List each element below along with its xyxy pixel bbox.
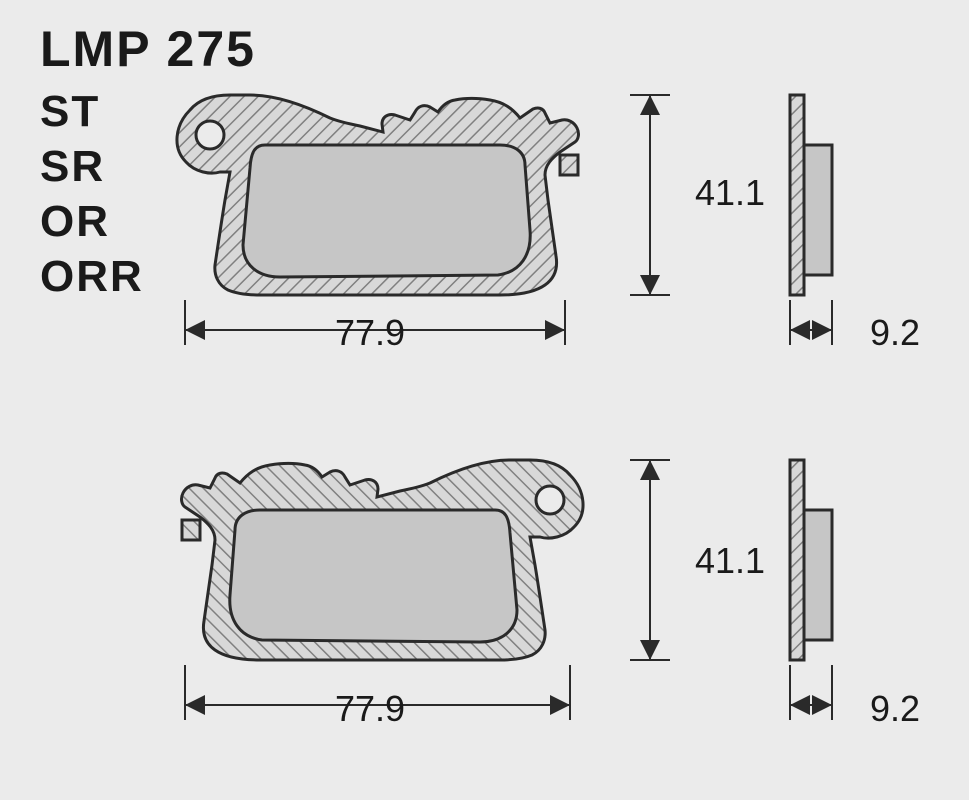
top-pad-front-view bbox=[177, 95, 579, 295]
top-height-label: 41.1 bbox=[695, 172, 765, 214]
bottom-thickness-label: 9.2 bbox=[870, 688, 920, 730]
top-pad-side-view bbox=[790, 95, 832, 295]
bottom-width-label: 77.9 bbox=[335, 688, 405, 730]
page-root: LMP 275 ST SR OR ORR bbox=[0, 0, 969, 800]
top-width-label: 77.9 bbox=[335, 312, 405, 354]
bottom-height-label: 41.1 bbox=[695, 540, 765, 582]
top-thickness-label: 9.2 bbox=[870, 312, 920, 354]
technical-drawing bbox=[0, 0, 969, 800]
mounting-hole-icon bbox=[196, 121, 224, 149]
bottom-pad-side-view bbox=[790, 460, 832, 660]
bottom-pad-front-view bbox=[182, 460, 584, 660]
